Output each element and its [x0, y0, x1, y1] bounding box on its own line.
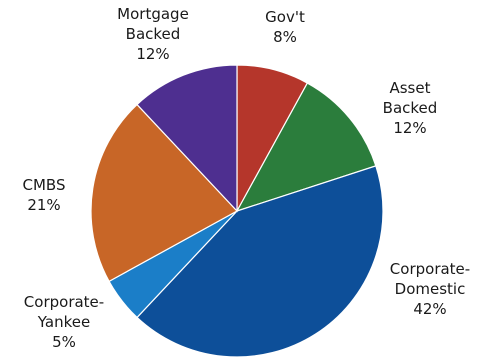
slice-label-2: Corporate- Domestic 42% [390, 260, 470, 318]
slice-label-5: Mortgage Backed 12% [117, 5, 189, 63]
pie-labels: Gov't 8% Asset Backed 12% Corporate- Domestic 4… [23, 5, 471, 351]
slice-label-line: Backed [383, 99, 438, 117]
slice-label-line: 5% [52, 333, 76, 351]
pie-slice-2 [136, 165, 384, 358]
slice-label-line: Domestic [395, 280, 466, 298]
slice-label-line: Gov't [265, 8, 305, 26]
slice-label-line: Corporate- [390, 260, 470, 278]
slice-label-line: 12% [136, 45, 169, 63]
slice-label-line: 8% [273, 28, 297, 46]
slice-label-line: Corporate- [24, 293, 104, 311]
pie-slices [90, 64, 384, 358]
slice-label-1: Asset Backed 12% [383, 79, 438, 137]
slice-label-line: CMBS [23, 176, 66, 194]
slice-label-0: Gov't 8% [265, 8, 305, 46]
slice-label-line: Asset [389, 79, 430, 97]
pie-slice-4 [90, 103, 238, 283]
slice-label-3: Corporate- Yankee 5% [24, 293, 104, 351]
slice-label-line: Backed [126, 25, 181, 43]
slice-label-line: 42% [413, 300, 446, 318]
slice-label-line: Mortgage [117, 5, 189, 23]
slice-label-line: 21% [27, 196, 60, 214]
pie-slice-5 [136, 64, 238, 213]
slice-label-line: Yankee [37, 313, 90, 331]
slice-label-line: 12% [393, 119, 426, 137]
slice-label-4: CMBS 21% [23, 176, 66, 214]
pie-slice-1 [235, 82, 377, 213]
